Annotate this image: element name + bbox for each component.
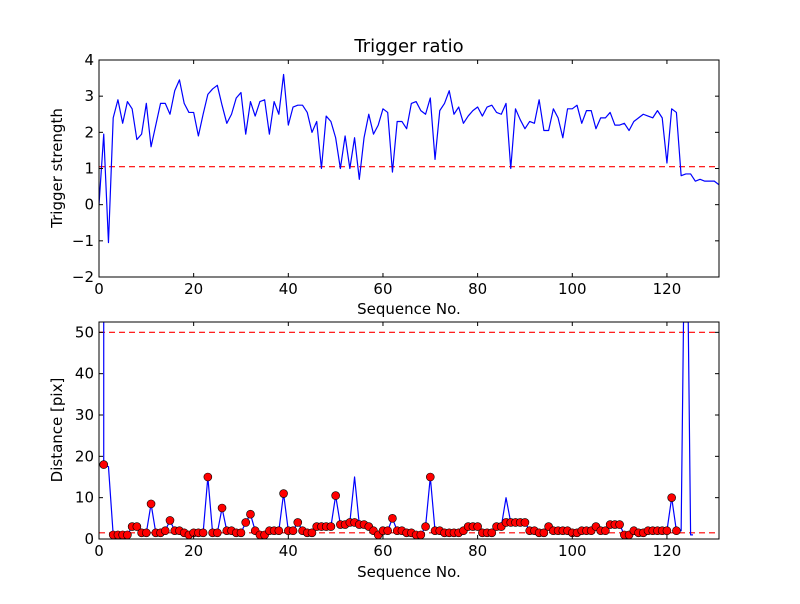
chart-2-point: [326, 522, 336, 531]
chart-2-xtick-label: 120: [653, 542, 682, 560]
chart-2-point: [160, 526, 170, 536]
chart-2-point: [293, 518, 303, 527]
chart-2-xtick-label: 80: [468, 542, 487, 560]
chart-1-ytick-label: 1: [84, 160, 94, 178]
chart-1-series-line: [99, 73, 719, 244]
chart-2-xlabel: Sequence No.: [357, 563, 461, 581]
chart-1-ytick-label: 0: [84, 196, 94, 214]
chart-2-point: [213, 528, 222, 538]
chart-2-point: [198, 528, 208, 538]
chart-1-ytick-label: 2: [84, 123, 94, 141]
chart-2-point: [279, 489, 288, 498]
chart-1-xtick-label: 80: [468, 280, 487, 298]
chart-2-ytick-label: 30: [75, 406, 94, 424]
chart-1-ytick-label: −2: [72, 268, 94, 286]
chart-2-ytick-label: 10: [75, 489, 94, 507]
chart-2-point: [165, 516, 175, 525]
chart-2-point: [416, 530, 426, 539]
chart-2-point: [99, 460, 109, 469]
chart-2-point: [473, 522, 482, 531]
chart-2-xtick-label: 60: [373, 542, 392, 560]
chart-2-point: [132, 522, 142, 531]
chart-2-point: [331, 491, 340, 500]
chart-1-xtick-label: 20: [184, 280, 203, 298]
chart-1-xtick-label: 0: [94, 280, 104, 298]
chart-2-point: [383, 526, 393, 536]
chart-2-ytick-label: 0: [84, 530, 94, 548]
chart-2-xtick-label: 20: [184, 542, 203, 560]
chart-2-point: [307, 528, 317, 538]
chart-2-xtick-label: 100: [558, 542, 587, 560]
chart-2-point: [667, 493, 676, 502]
chart-2-point: [672, 526, 681, 536]
chart-2-point: [615, 520, 624, 529]
chart-2-point: [246, 509, 255, 519]
chart-2-point: [236, 528, 246, 538]
chart-1-xtick-label: 60: [373, 280, 392, 298]
chart-1-ytick-label: −1: [72, 232, 94, 250]
chart-2-point: [217, 503, 227, 513]
chart-1-ytick-label: 3: [84, 87, 94, 105]
chart-2-point: [388, 514, 397, 523]
chart-2-axes-frame: [98, 321, 720, 540]
chart-2-xtick-label: 40: [279, 542, 298, 560]
chart-2-ytick-label: 20: [75, 447, 94, 465]
chart-1-xlabel: Sequence No.: [357, 300, 461, 318]
chart-2-point: [288, 526, 298, 536]
chart-2-point: [203, 472, 213, 482]
chart-2-xtick-label: 0: [94, 542, 104, 560]
chart-2-point: [241, 518, 251, 527]
chart-1-plot-area: [99, 73, 719, 244]
chart-2-ylabel: Distance [pix]: [48, 378, 66, 483]
chart-2-point: [274, 526, 284, 536]
chart-2-point: [421, 522, 430, 531]
chart-2-point: [539, 528, 549, 538]
chart-2-point: [142, 528, 151, 538]
chart-1-ylabel: Trigger strength: [48, 108, 66, 229]
chart-1-ytick-label: 4: [84, 51, 94, 69]
chart-2-point: [662, 526, 672, 536]
chart-2-ytick-label: 40: [75, 365, 94, 383]
chart-2-point: [520, 518, 530, 527]
chart-1-xtick-label: 100: [558, 280, 587, 298]
chart-2-point: [425, 472, 435, 482]
chart-2-point: [601, 526, 610, 536]
chart-2-plot-area: [99, 322, 719, 539]
chart-1-xtick-label: 40: [279, 280, 298, 298]
chart-2-point: [146, 499, 156, 509]
chart-2-point: [123, 530, 132, 539]
chart-2-point: [487, 528, 497, 538]
chart-2-ytick-label: 50: [75, 323, 94, 341]
chart-1-title: Trigger ratio: [353, 36, 463, 57]
chart-1-xtick-label: 120: [653, 280, 682, 298]
